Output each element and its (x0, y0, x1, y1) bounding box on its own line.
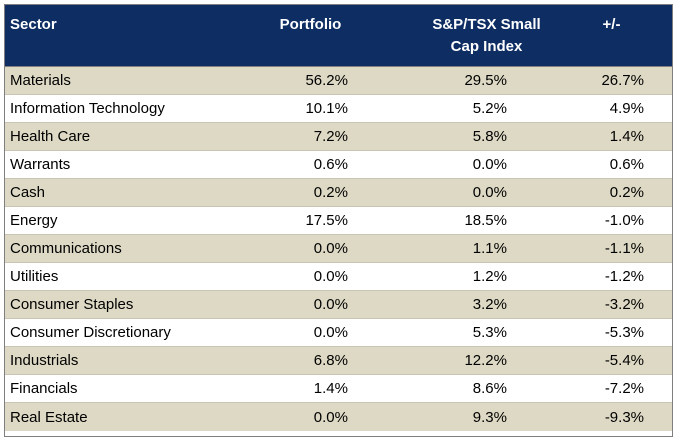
cell-portfolio: 10.1% (305, 100, 348, 117)
cell-sector: Industrials (10, 352, 79, 369)
sector-allocation-table: Sector Portfolio S&P/TSX Small Cap Index… (4, 4, 673, 437)
table-row: Materials 56.2% 29.5% 26.7% (5, 67, 672, 95)
table-body: Materials 56.2% 29.5% 26.7% Information Tech… (5, 67, 672, 431)
cell-diff: -5.3% (604, 324, 644, 341)
cell-index: 5.2% (472, 100, 507, 117)
cell-portfolio: 0.0% (313, 240, 348, 257)
cell-sector: Health Care (10, 128, 91, 145)
cell-portfolio: 6.8% (313, 352, 348, 369)
table-row: Health Care 7.2% 5.8% 1.4% (5, 123, 672, 151)
cell-index: 9.3% (472, 408, 507, 426)
cell-diff: -1.2% (604, 268, 644, 285)
cell-index: 3.2% (472, 296, 507, 313)
cell-portfolio: 0.6% (313, 156, 348, 173)
cell-index: 0.0% (472, 156, 507, 173)
cell-index: 18.5% (464, 212, 507, 229)
cell-sector: Consumer Discretionary (10, 324, 171, 341)
table-row: Cash 0.2% 0.0% 0.2% (5, 179, 672, 207)
table-row: Utilities 0.0% 1.2% -1.2% (5, 263, 672, 291)
cell-portfolio: 0.0% (313, 296, 348, 313)
cell-index: 12.2% (464, 352, 507, 369)
cell-sector: Utilities (10, 268, 59, 285)
cell-diff: -3.2% (604, 296, 644, 313)
cell-portfolio: 56.2% (305, 72, 348, 89)
table-row: Communications 0.0% 1.1% -1.1% (5, 235, 672, 263)
cell-diff: -5.4% (604, 352, 644, 369)
cell-index: 29.5% (464, 72, 507, 89)
cell-diff: -1.0% (604, 212, 644, 229)
cell-sector: Real Estate (10, 408, 88, 426)
cell-portfolio: 0.0% (313, 268, 348, 285)
cell-sector: Cash (10, 184, 46, 201)
header-sector: Sector (10, 16, 57, 33)
cell-index: 5.3% (472, 324, 507, 341)
cell-index: 0.0% (472, 184, 507, 201)
cell-sector: Information Technology (10, 100, 165, 117)
table-row: Consumer Staples 0.0% 3.2% -3.2% (5, 291, 672, 319)
header-index: S&P/TSX Small Cap Index (432, 16, 541, 55)
table-row: Information Technology 10.1% 5.2% 4.9% (5, 95, 672, 123)
header-portfolio: Portfolio (279, 16, 342, 33)
cell-diff: 0.6% (609, 156, 644, 173)
cell-index: 5.8% (472, 128, 507, 145)
cell-diff: 4.9% (609, 100, 644, 117)
table-row: Industrials 6.8% 12.2% -5.4% (5, 347, 672, 375)
cell-diff: 1.4% (609, 128, 644, 145)
table-row: Energy 17.5% 18.5% -1.0% (5, 207, 672, 235)
table-row: Warrants 0.6% 0.0% 0.6% (5, 151, 672, 179)
cell-diff: -7.2% (604, 380, 644, 397)
table-header: Sector Portfolio S&P/TSX Small Cap Index… (5, 5, 672, 67)
cell-index: 1.2% (472, 268, 507, 285)
cell-index: 1.1% (472, 240, 507, 257)
cell-sector: Consumer Staples (10, 296, 134, 313)
cell-sector: Materials (10, 72, 71, 89)
cell-sector: Energy (10, 212, 58, 229)
table-row: Consumer Discretionary 0.0% 5.3% -5.3% (5, 319, 672, 347)
cell-portfolio: 0.2% (313, 184, 348, 201)
cell-portfolio: 1.4% (313, 380, 348, 397)
cell-sector: Communications (10, 240, 122, 257)
cell-diff: -1.1% (604, 240, 644, 257)
cell-portfolio: 17.5% (305, 212, 348, 229)
cell-sector: Financials (10, 380, 78, 397)
cell-diff: -9.3% (604, 408, 644, 426)
cell-portfolio: 0.0% (313, 324, 348, 341)
cell-portfolio: 0.0% (313, 408, 348, 426)
table-row: Real Estate 0.0% 9.3% -9.3% (5, 403, 672, 431)
cell-sector: Warrants (10, 156, 71, 173)
header-diff: +/- (602, 16, 621, 33)
table-row: Financials 1.4% 8.6% -7.2% (5, 375, 672, 403)
cell-diff: 26.7% (601, 72, 644, 89)
cell-portfolio: 7.2% (313, 128, 348, 145)
cell-diff: 0.2% (609, 184, 644, 201)
cell-index: 8.6% (472, 380, 507, 397)
